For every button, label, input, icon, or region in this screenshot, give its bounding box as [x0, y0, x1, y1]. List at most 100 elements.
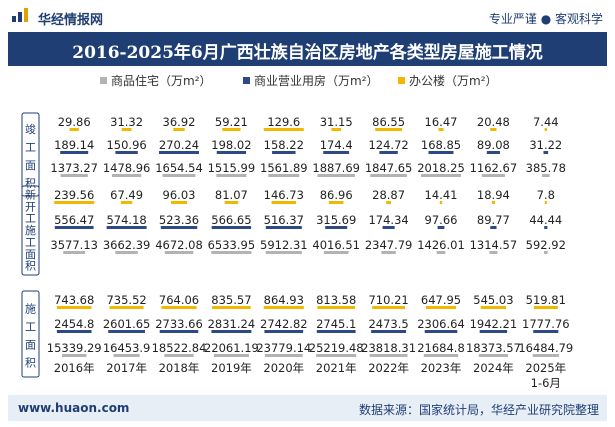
bar-office — [263, 128, 304, 131]
bar-commercial — [159, 151, 199, 154]
bar-residential — [316, 354, 357, 357]
bar-office — [120, 201, 133, 204]
group-label-char: 面 — [25, 248, 36, 261]
bar-residential — [164, 354, 194, 357]
data-label: 523.36 — [159, 213, 199, 227]
bar-office — [54, 201, 95, 204]
legend-label-residential: 商品住宅（万m²） — [111, 73, 212, 88]
data-label: 174.34 — [368, 213, 408, 227]
website-link[interactable]: www.huaon.com — [18, 401, 130, 415]
bar-office — [222, 128, 241, 131]
bar-office — [161, 306, 197, 309]
bar-office — [263, 306, 304, 309]
bar-commercial — [272, 151, 296, 154]
bar-commercial — [265, 226, 302, 229]
data-label: 86.55 — [372, 115, 405, 129]
data-label: 574.18 — [106, 213, 146, 227]
legend-label-commercial: 商业营业用房（万m²） — [254, 73, 379, 88]
bar-commercial — [428, 151, 454, 154]
bar-commercial — [216, 151, 247, 154]
bar-residential — [111, 174, 142, 177]
group-box-2 — [21, 290, 40, 378]
data-label: 556.47 — [54, 213, 94, 227]
data-label: 2306.64 — [417, 317, 465, 331]
bar-commercial — [211, 226, 252, 229]
data-label: 174.4 — [320, 138, 353, 152]
data-label: 20.48 — [477, 115, 510, 129]
data-label: 1942.21 — [470, 317, 518, 331]
data-label: 31.32 — [110, 115, 143, 129]
x-tick-label: 2024年 — [473, 361, 514, 375]
data-label: 764.06 — [159, 293, 199, 307]
brand-name: 华经情报网 — [38, 13, 104, 28]
data-label: 5912.31 — [260, 238, 308, 252]
bar-residential — [62, 354, 87, 357]
data-label: 2454.8 — [54, 317, 94, 331]
top-bar: 华经情报网 专业严谨 ● 客观科学 — [0, 0, 615, 32]
data-label: 6533.95 — [208, 238, 256, 252]
bar-residential — [381, 251, 396, 254]
data-label: 1887.69 — [312, 161, 360, 175]
bar-commercial — [264, 330, 304, 333]
data-label: 2745.1 — [316, 317, 356, 331]
data-label: 710.21 — [368, 293, 408, 307]
data-label: 18.94 — [477, 188, 510, 202]
bar-commercial — [159, 330, 199, 333]
bar-residential — [478, 354, 508, 357]
x-tick-label: 2019年 — [211, 361, 252, 375]
bar-residential — [423, 354, 459, 357]
group-label-char: 积 — [25, 356, 36, 369]
data-label: 7.8 — [537, 188, 555, 202]
group-label-char: 新 — [25, 187, 36, 201]
bar-residential — [211, 251, 252, 254]
bar-office — [69, 128, 79, 131]
data-label: 29.86 — [58, 115, 91, 129]
legend-swatch-residential — [100, 77, 107, 84]
data-label: 592.92 — [526, 238, 566, 252]
bar-commercial — [379, 151, 398, 154]
bar-office — [375, 128, 402, 131]
data-label: 81.07 — [215, 188, 248, 202]
data-label: 124.72 — [368, 138, 408, 152]
bar-residential — [323, 251, 349, 254]
group-label-char: 施 — [25, 302, 36, 315]
group-label-char: 工 — [25, 236, 36, 249]
data-label: 96.03 — [163, 188, 196, 202]
data-label: 18522.84 — [152, 341, 207, 355]
bar-office — [544, 201, 547, 204]
bar-residential — [370, 174, 407, 177]
data-label: 44.44 — [529, 213, 562, 227]
bar-commercial — [160, 226, 198, 229]
data-label: 189.14 — [54, 138, 94, 152]
data-label: 813.58 — [316, 293, 356, 307]
data-label: 158.22 — [264, 138, 304, 152]
data-label: 315.69 — [316, 213, 356, 227]
bar-residential — [369, 354, 408, 357]
data-label: 864.93 — [264, 293, 304, 307]
data-label: 545.03 — [473, 293, 513, 307]
bar-residential — [63, 251, 86, 254]
data-label: 239.56 — [54, 188, 94, 202]
data-label: 198.02 — [211, 138, 251, 152]
bar-commercial — [490, 226, 497, 229]
data-label: 835.57 — [211, 293, 251, 307]
data-label: 4016.51 — [312, 238, 360, 252]
bar-residential — [113, 354, 140, 357]
legend-swatch-office — [398, 77, 405, 84]
bar-commercial — [486, 151, 500, 154]
data-label: 1314.57 — [470, 238, 518, 252]
bar-office — [439, 201, 443, 204]
group-box-0 — [21, 112, 40, 197]
data-label: 18373.57 — [466, 341, 521, 355]
data-label: 89.77 — [477, 213, 510, 227]
bar-commercial — [323, 151, 350, 154]
data-label: 1847.65 — [365, 161, 413, 175]
x-tick-label-sub: 1-6月 — [531, 376, 561, 390]
bar-office — [331, 128, 342, 131]
x-tick-label: 2025年 — [525, 361, 566, 375]
bar-residential — [541, 174, 550, 177]
data-label: 270.24 — [159, 138, 199, 152]
bar-residential — [115, 251, 138, 254]
data-label: 1162.67 — [470, 161, 518, 175]
